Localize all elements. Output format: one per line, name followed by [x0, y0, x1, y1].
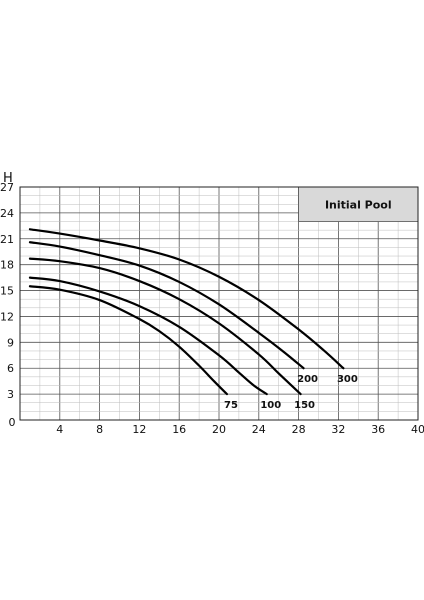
- curve-label-200: 200: [297, 374, 318, 385]
- y-axis-title: H: [3, 171, 13, 186]
- curve-label-300: 300: [337, 374, 358, 385]
- curve-label-75: 75: [224, 400, 238, 411]
- curve-200: [28, 241, 305, 370]
- legend-box: [298, 186, 419, 222]
- x-tick-label: 16: [172, 423, 186, 436]
- x-tick-label: 40: [411, 423, 424, 436]
- x-tick-label: 4: [56, 423, 63, 436]
- plot-border: [19, 186, 419, 421]
- y-tick-label: 15: [0, 285, 14, 298]
- legend: Initial Pool: [298, 186, 419, 222]
- y-tick-label: 21: [0, 233, 14, 246]
- curve-75: [28, 285, 229, 396]
- x-tick-label: 36: [371, 423, 385, 436]
- x-tick-label: 24: [252, 423, 266, 436]
- curve-300: [28, 228, 345, 370]
- y-tick-label: 18: [0, 259, 14, 272]
- curve-150: [28, 257, 302, 396]
- y-tick-label: 12: [0, 310, 14, 323]
- x-tick-label: 32: [331, 423, 345, 436]
- y-tick-label: 24: [0, 207, 14, 220]
- x-tick-label: 12: [132, 423, 146, 436]
- x-tick-label: 0: [9, 416, 16, 429]
- x-tick-label: 8: [96, 423, 103, 436]
- curves: 75 100 150 200 300: [28, 228, 358, 411]
- curve-100: [28, 276, 268, 396]
- legend-text: Initial Pool: [325, 198, 392, 211]
- plot-frame: [19, 186, 419, 421]
- curve-label-150: 150: [294, 400, 315, 411]
- y-tick-label: 6: [7, 362, 14, 375]
- y-tick-label: 3: [7, 388, 14, 401]
- curve-label-100: 100: [260, 400, 281, 411]
- x-tick-label: 28: [292, 423, 306, 436]
- x-tick-label: 20: [212, 423, 226, 436]
- y-tick-label: 27: [0, 181, 14, 194]
- y-tick-label: 9: [7, 336, 14, 349]
